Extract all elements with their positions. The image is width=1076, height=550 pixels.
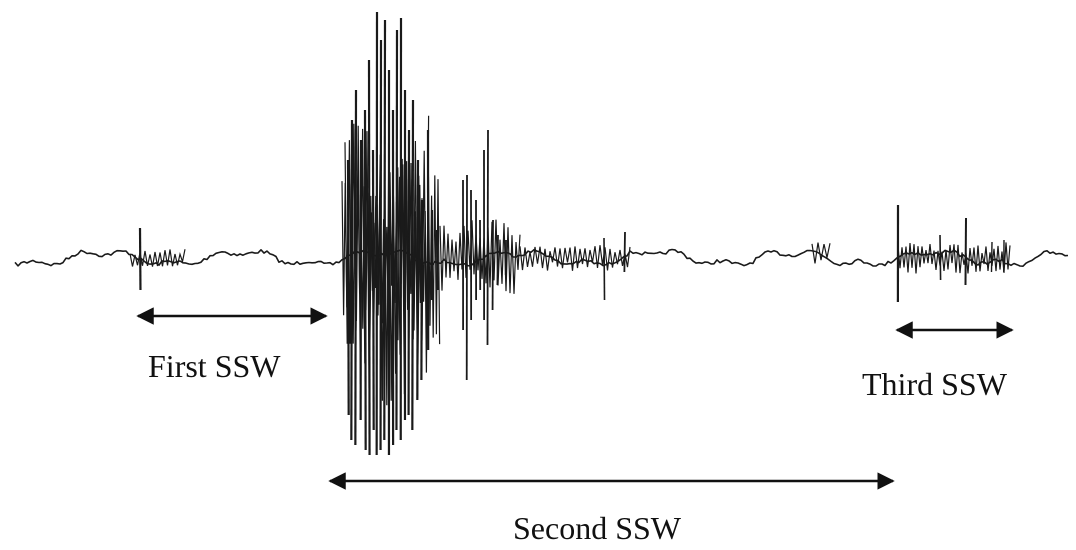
- first-ssw-label: First SSW: [148, 348, 281, 384]
- spike-line: [623, 231, 626, 273]
- burst-zigzag: [519, 245, 631, 271]
- spike-line: [990, 241, 993, 273]
- spike-line: [603, 237, 606, 301]
- baseline-trace: [14, 248, 1069, 267]
- burst-zigzag: [811, 242, 831, 264]
- spike-line: [939, 234, 942, 281]
- second-ssw-label: Second SSW: [513, 510, 681, 546]
- third-ssw-label: Third SSW: [862, 366, 1007, 402]
- spike-line: [383, 19, 387, 441]
- burst-zigzag: [344, 115, 430, 406]
- burst-zigzag: [439, 219, 521, 294]
- burst-spikes: [129, 11, 1011, 456]
- spike-line: [964, 217, 967, 286]
- burst-zigzag: [129, 249, 186, 267]
- burst-zigzag: [897, 242, 1011, 274]
